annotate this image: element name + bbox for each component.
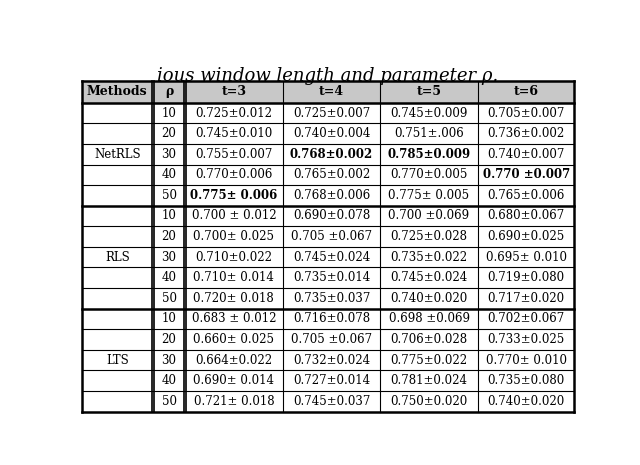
Text: 0.740±0.004: 0.740±0.004 <box>292 127 370 140</box>
Text: 0.745±0.037: 0.745±0.037 <box>292 395 370 408</box>
Text: 0.770 ±0.007: 0.770 ±0.007 <box>483 168 570 181</box>
Text: 0.683 ± 0.012: 0.683 ± 0.012 <box>191 312 276 326</box>
Text: 0.745±0.024: 0.745±0.024 <box>293 251 370 264</box>
Text: 0.690± 0.014: 0.690± 0.014 <box>193 374 275 387</box>
Text: 0.765±0.002: 0.765±0.002 <box>293 168 370 181</box>
Text: 0.664±0.022: 0.664±0.022 <box>195 353 273 366</box>
Text: 0.770±0.006: 0.770±0.006 <box>195 168 273 181</box>
Text: 0.727±0.014: 0.727±0.014 <box>293 374 370 387</box>
Text: 50: 50 <box>161 189 177 202</box>
Text: 0.700± 0.025: 0.700± 0.025 <box>193 230 275 243</box>
Text: 0.690±0.078: 0.690±0.078 <box>293 210 370 222</box>
Bar <box>81 81 575 103</box>
Text: RLS: RLS <box>105 251 130 264</box>
Text: 20: 20 <box>162 127 177 140</box>
Text: 0.680±0.067: 0.680±0.067 <box>488 210 564 222</box>
Text: t=4: t=4 <box>319 86 344 99</box>
Text: 0.765±0.006: 0.765±0.006 <box>488 189 565 202</box>
Text: 30: 30 <box>161 251 177 264</box>
Text: NetRLS: NetRLS <box>94 148 141 161</box>
Text: 0.705±0.007: 0.705±0.007 <box>488 106 565 120</box>
Text: 20: 20 <box>162 333 177 346</box>
Text: t=5: t=5 <box>417 86 442 99</box>
Text: 0.735±0.014: 0.735±0.014 <box>293 271 370 284</box>
Text: 10: 10 <box>162 312 177 326</box>
Text: 0.740±0.007: 0.740±0.007 <box>488 148 565 161</box>
Text: ious window length and parameter ρ.: ious window length and parameter ρ. <box>157 67 499 86</box>
Text: 50: 50 <box>161 292 177 305</box>
Text: ρ: ρ <box>165 86 173 99</box>
Text: 0.775±0.022: 0.775±0.022 <box>390 353 468 366</box>
Text: 0.745±0.009: 0.745±0.009 <box>390 106 468 120</box>
Text: Methods: Methods <box>87 86 148 99</box>
Text: LTS: LTS <box>106 353 129 366</box>
Text: 0.732±0.024: 0.732±0.024 <box>293 353 370 366</box>
Text: 0.717±0.020: 0.717±0.020 <box>488 292 564 305</box>
Text: 10: 10 <box>162 106 177 120</box>
Text: 0.706±0.028: 0.706±0.028 <box>390 333 468 346</box>
Text: 0.740±0.020: 0.740±0.020 <box>488 395 564 408</box>
Text: 0.745±0.024: 0.745±0.024 <box>390 271 468 284</box>
Text: 0.721± 0.018: 0.721± 0.018 <box>193 395 274 408</box>
Text: 10: 10 <box>162 210 177 222</box>
Text: 0.725±0.007: 0.725±0.007 <box>293 106 370 120</box>
Text: 0.725±0.012: 0.725±0.012 <box>195 106 273 120</box>
Text: 0.735±0.080: 0.735±0.080 <box>488 374 564 387</box>
Text: 0.690±0.025: 0.690±0.025 <box>488 230 564 243</box>
Text: 0.710±0.022: 0.710±0.022 <box>195 251 273 264</box>
Text: 0.720± 0.018: 0.720± 0.018 <box>193 292 274 305</box>
Text: t=3: t=3 <box>221 86 246 99</box>
Text: 0.705 ±0.067: 0.705 ±0.067 <box>291 333 372 346</box>
Text: 0.702±0.067: 0.702±0.067 <box>488 312 564 326</box>
Text: 0.695± 0.010: 0.695± 0.010 <box>486 251 566 264</box>
Text: 0.716±0.078: 0.716±0.078 <box>293 312 370 326</box>
Text: 0.736±0.002: 0.736±0.002 <box>488 127 564 140</box>
Text: 0.735±0.037: 0.735±0.037 <box>292 292 370 305</box>
Text: 40: 40 <box>161 374 177 387</box>
Text: 20: 20 <box>162 230 177 243</box>
Text: 0.750±0.020: 0.750±0.020 <box>390 395 468 408</box>
Text: 0.785±0.009: 0.785±0.009 <box>387 148 470 161</box>
Text: 40: 40 <box>161 271 177 284</box>
Text: 0.700 ±0.069: 0.700 ±0.069 <box>388 210 470 222</box>
Text: 0.733±0.025: 0.733±0.025 <box>488 333 564 346</box>
Text: 0.735±0.022: 0.735±0.022 <box>390 251 468 264</box>
Text: 0.740±0.020: 0.740±0.020 <box>390 292 468 305</box>
Text: 0.725±0.028: 0.725±0.028 <box>390 230 468 243</box>
Text: 30: 30 <box>161 148 177 161</box>
Text: 0.775± 0.005: 0.775± 0.005 <box>388 189 470 202</box>
Text: 0.660± 0.025: 0.660± 0.025 <box>193 333 275 346</box>
Text: 0.781±0.024: 0.781±0.024 <box>390 374 468 387</box>
Text: 0.705 ±0.067: 0.705 ±0.067 <box>291 230 372 243</box>
Text: 0.719±0.080: 0.719±0.080 <box>488 271 564 284</box>
Text: 0.770± 0.010: 0.770± 0.010 <box>486 353 566 366</box>
Text: 30: 30 <box>161 353 177 366</box>
Text: 0.768±0.006: 0.768±0.006 <box>293 189 370 202</box>
Text: 0.768±0.002: 0.768±0.002 <box>290 148 373 161</box>
Text: 0.751±.006: 0.751±.006 <box>394 127 464 140</box>
Text: 0.775± 0.006: 0.775± 0.006 <box>190 189 278 202</box>
Text: 0.698 ±0.069: 0.698 ±0.069 <box>388 312 470 326</box>
Text: 0.700 ± 0.012: 0.700 ± 0.012 <box>191 210 276 222</box>
Text: 40: 40 <box>161 168 177 181</box>
Text: 0.745±0.010: 0.745±0.010 <box>195 127 273 140</box>
Text: 0.770±0.005: 0.770±0.005 <box>390 168 468 181</box>
Text: 0.710± 0.014: 0.710± 0.014 <box>193 271 275 284</box>
Text: 50: 50 <box>161 395 177 408</box>
Text: 0.755±0.007: 0.755±0.007 <box>195 148 273 161</box>
Text: t=6: t=6 <box>514 86 539 99</box>
